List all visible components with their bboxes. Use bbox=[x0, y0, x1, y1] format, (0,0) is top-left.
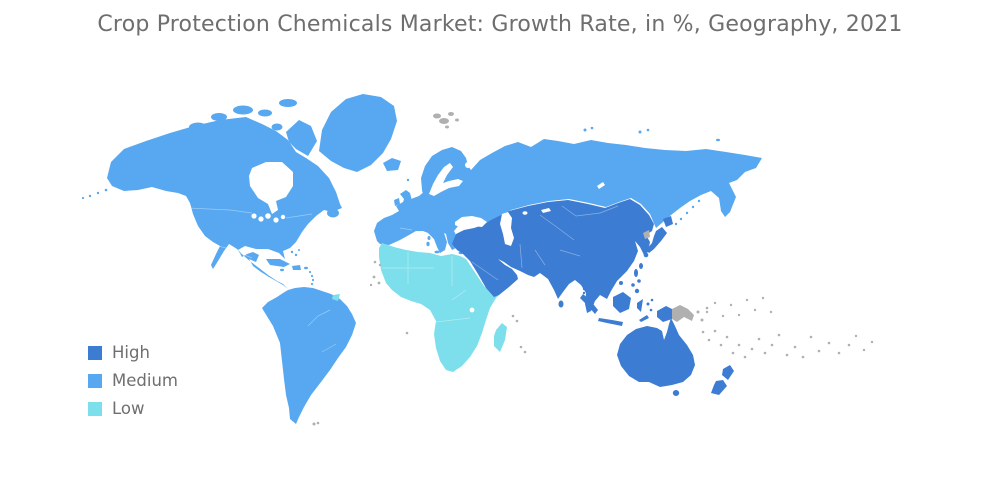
legend-item-high: High bbox=[88, 339, 178, 367]
region-papua-new-guinea[interactable] bbox=[672, 305, 709, 322]
region-africa[interactable] bbox=[379, 243, 509, 372]
legend-label: Medium bbox=[112, 370, 178, 390]
legend-label: High bbox=[112, 342, 150, 362]
water-overlays bbox=[249, 162, 605, 313]
region-north-america[interactable] bbox=[81, 99, 342, 289]
legend-label: Low bbox=[112, 398, 145, 418]
region-south-america[interactable] bbox=[262, 287, 356, 424]
legend-swatch-high bbox=[88, 346, 102, 360]
region-greenland[interactable] bbox=[319, 94, 401, 172]
legend-swatch-medium bbox=[88, 374, 102, 388]
legend-swatch-low bbox=[88, 402, 102, 416]
region-other-islands[interactable] bbox=[312, 260, 874, 426]
country-borders bbox=[187, 205, 619, 353]
region-french-guiana[interactable] bbox=[332, 294, 340, 301]
region-north-korea[interactable] bbox=[643, 230, 650, 239]
chart-title: Crop Protection Chemicals Market: Growth… bbox=[97, 12, 903, 37]
legend: High Medium Low bbox=[88, 339, 178, 423]
legend-item-low: Low bbox=[88, 395, 178, 423]
legend-item-medium: Medium bbox=[88, 367, 178, 395]
region-australia-nz[interactable] bbox=[617, 318, 734, 396]
region-europe-russia[interactable] bbox=[374, 126, 762, 255]
region-svalbard[interactable] bbox=[433, 112, 459, 129]
